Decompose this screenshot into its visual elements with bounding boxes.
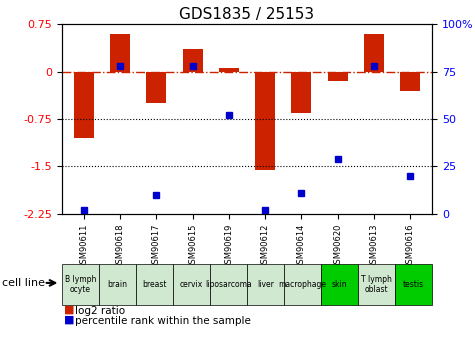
Text: T lymph: T lymph xyxy=(361,275,392,284)
Text: percentile rank within the sample: percentile rank within the sample xyxy=(75,316,251,326)
Text: B lymph: B lymph xyxy=(65,275,96,284)
Bar xyxy=(219,68,239,71)
Bar xyxy=(255,71,275,170)
Title: GDS1835 / 25153: GDS1835 / 25153 xyxy=(180,7,314,22)
Text: breast: breast xyxy=(142,280,167,289)
Text: ■: ■ xyxy=(64,305,75,315)
Text: cervix: cervix xyxy=(180,280,203,289)
Bar xyxy=(74,71,94,138)
Text: skin: skin xyxy=(332,280,347,289)
Bar xyxy=(400,71,420,90)
Text: cell line: cell line xyxy=(2,278,46,288)
Text: ocyte: ocyte xyxy=(70,285,91,294)
Bar xyxy=(110,33,130,71)
Bar xyxy=(364,33,384,71)
Bar xyxy=(146,71,166,103)
Bar xyxy=(292,71,312,113)
Text: oblast: oblast xyxy=(365,285,389,294)
Bar xyxy=(182,49,202,71)
Text: liver: liver xyxy=(257,280,274,289)
Text: macrophage: macrophage xyxy=(278,280,327,289)
Text: liposarcoma: liposarcoma xyxy=(205,280,252,289)
Text: testis: testis xyxy=(403,280,424,289)
Text: brain: brain xyxy=(107,280,127,289)
Bar xyxy=(328,71,348,81)
Text: log2 ratio: log2 ratio xyxy=(75,306,125,316)
Text: ■: ■ xyxy=(64,315,75,325)
